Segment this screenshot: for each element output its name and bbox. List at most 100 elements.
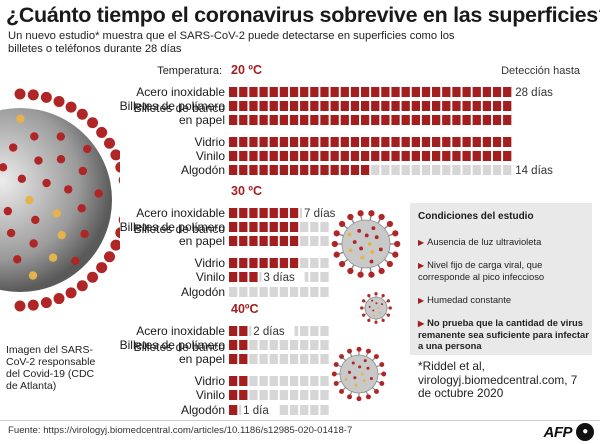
day-cell-detected [300, 151, 309, 161]
virus-icon [331, 346, 387, 402]
virus-spike [40, 297, 52, 309]
arrow-right-icon: ▶ [418, 319, 425, 328]
virus-spike [27, 299, 39, 311]
day-cell-detected [411, 115, 420, 125]
day-cell-detected [482, 87, 492, 97]
annotation-background [251, 325, 295, 338]
day-cell-empty [249, 354, 258, 364]
day-cell-empty [300, 326, 309, 336]
day-cell-detected [340, 151, 349, 161]
virus-spike [103, 137, 115, 149]
reference-note: *Riddel et al, virologyj.biomedcentral.c… [418, 359, 578, 400]
day-cell-detected [371, 101, 380, 111]
virus-protein [6, 228, 16, 238]
subtitle: Un nuevo estudio* muestra que el SARS-Co… [8, 30, 455, 55]
virus-protein [80, 229, 89, 239]
days-annotation: 1 día [243, 405, 269, 417]
temperature-label: Temperatura: [157, 65, 222, 77]
condition-item: ▶ No prueba que la cantidad de virus rema… [418, 317, 589, 351]
study-conditions-box: Condiciones del estudio ▶ Ausencia de luz… [410, 203, 592, 355]
day-cell-detected [259, 151, 268, 161]
day-cell-detected [239, 236, 248, 246]
day-cell-empty [300, 405, 309, 415]
day-cell-empty [300, 376, 309, 386]
day-cell-detected [360, 87, 370, 97]
virus-illustration-small-3 [331, 346, 387, 402]
day-cell-empty [320, 376, 329, 386]
days-annotation: 14 días [515, 165, 553, 177]
day-cell-detected [239, 101, 248, 111]
survival-chart: Temperatura: Detección hasta 20 ºC Acero … [120, 63, 581, 417]
day-cell-detected [442, 115, 451, 125]
day-cell-detected [340, 137, 349, 147]
day-cell-detected [269, 87, 278, 97]
day-cell-detected [239, 208, 248, 218]
day-cell-detected [289, 222, 299, 232]
day-cell-detected [401, 137, 410, 147]
day-cell-detected [229, 115, 238, 125]
day-cell-detected [300, 165, 309, 175]
day-cell-detected [239, 340, 248, 350]
day-cell-detected [462, 115, 471, 125]
virus-spike [40, 91, 52, 103]
day-cell-detected [279, 137, 289, 147]
day-cell-detected [279, 258, 289, 268]
day-cell-detected [300, 115, 309, 125]
day-cell-detected [229, 208, 238, 218]
day-cell-detected [421, 151, 431, 161]
day-cell-detected [350, 165, 360, 175]
day-cell-detected [432, 115, 441, 125]
day-cell-detected [452, 151, 461, 161]
day-cell-detected [320, 137, 329, 147]
annotation-background [513, 86, 563, 99]
day-cell-detected [492, 137, 502, 147]
day-cell-empty [320, 236, 329, 246]
day-cell-detected [503, 137, 512, 147]
day-cell-detected [310, 151, 319, 161]
day-cell-empty [279, 405, 289, 415]
day-cell-detected [229, 258, 238, 268]
day-cell-detected [269, 151, 278, 161]
day-cell-detected [229, 272, 238, 282]
day-cell-empty [310, 236, 319, 246]
day-cell-empty [371, 165, 380, 175]
page-title: ¿Cuánto tiempo el coronavirus sobrevive … [6, 3, 600, 27]
category-label: Billetes de polímero [120, 338, 226, 352]
virus-protein [34, 156, 43, 165]
day-cell-detected [381, 87, 390, 97]
day-cell-empty [320, 405, 329, 415]
arrow-right-icon: ▶ [418, 296, 425, 305]
day-cell-detected [350, 87, 360, 97]
day-cell-empty [249, 390, 258, 400]
category-label: Acero inoxidable [136, 206, 225, 220]
day-cell-detected [411, 101, 420, 111]
day-cell-detected [411, 151, 420, 161]
day-cell-empty [269, 376, 278, 386]
virus-spike [96, 126, 108, 138]
day-cell-detected [391, 101, 400, 111]
day-cell-detected [269, 115, 278, 125]
virus-spike [27, 89, 39, 101]
day-cell-detected [259, 258, 268, 268]
category-label: Algodón [181, 163, 225, 177]
day-cell-detected [492, 87, 502, 97]
day-cell-detected [421, 115, 431, 125]
day-cell-detected [472, 87, 481, 97]
virus-protein [13, 255, 22, 264]
day-cell-detected [289, 208, 299, 218]
virus-illustration-small-2 [360, 292, 392, 324]
day-cell-empty [472, 165, 481, 175]
virus-spike [118, 216, 120, 224]
day-cell-empty [279, 376, 289, 386]
day-cell-detected [350, 101, 360, 111]
day-cell-empty [289, 340, 299, 350]
day-cell-detected [432, 137, 441, 147]
source-link[interactable]: Fuente: https://virologyj.biomedcentral.… [8, 425, 353, 436]
day-cell-detected [279, 87, 289, 97]
day-cell-empty [300, 390, 309, 400]
day-cell-empty [310, 354, 319, 364]
day-cell-detected [249, 165, 258, 175]
day-cell-detected [330, 151, 339, 161]
day-cell-empty [320, 222, 329, 232]
virus-spike [118, 176, 120, 184]
